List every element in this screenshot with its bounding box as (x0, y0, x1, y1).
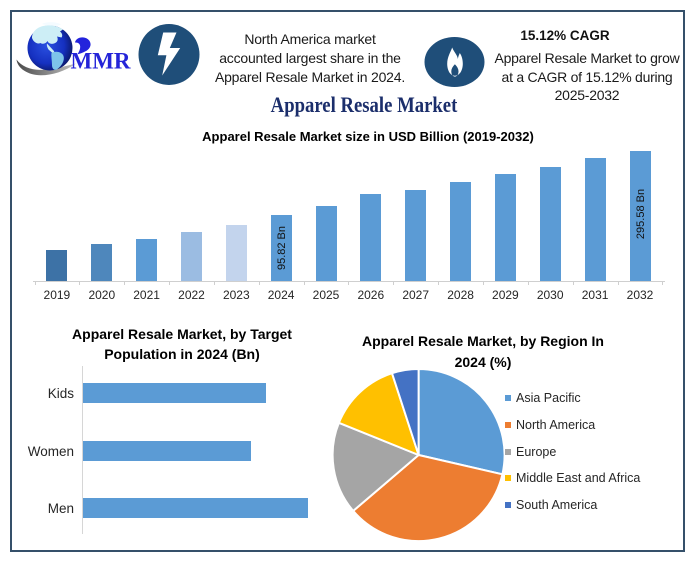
svg-text:MMR: MMR (71, 49, 131, 74)
